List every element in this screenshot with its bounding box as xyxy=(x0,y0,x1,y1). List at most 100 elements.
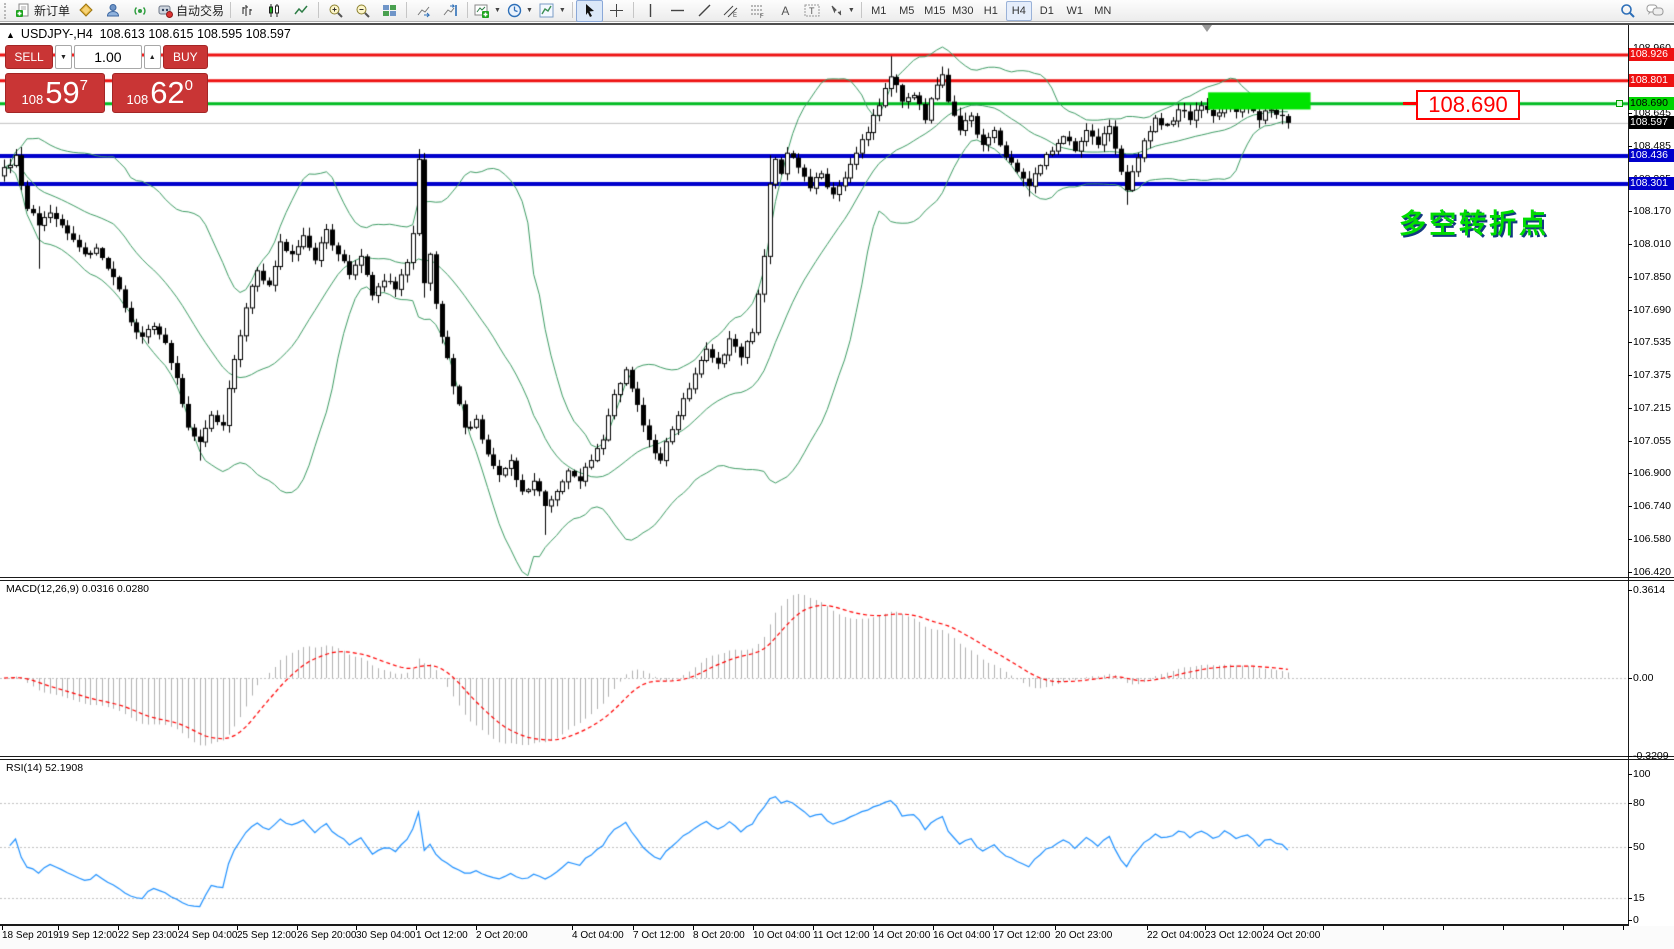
price-tick-label: 107.055 xyxy=(1633,435,1671,447)
auto-trading-button[interactable]: 自动交易 xyxy=(154,0,227,22)
volume-input[interactable] xyxy=(73,45,142,69)
time-tick-mark xyxy=(237,926,238,930)
text-label-button[interactable]: T xyxy=(799,0,826,22)
chat-button[interactable] xyxy=(1641,0,1668,22)
macd-tick-label: 0.00 xyxy=(1633,672,1654,684)
timeframe-m1-button[interactable]: M1 xyxy=(871,4,887,17)
fibonacci-button[interactable]: F xyxy=(745,0,772,22)
zoom-in-button[interactable] xyxy=(322,0,349,22)
timeframe-h4-button[interactable]: H4 xyxy=(1005,0,1032,21)
pane-separator[interactable] xyxy=(0,577,1674,581)
chevron-down-icon: ▼ xyxy=(558,7,566,14)
arrows-button[interactable]: ▼ xyxy=(826,0,858,22)
time-tick-mark xyxy=(1563,926,1564,930)
timeframe-group: M1 M5 M15 M30 H1 H4 D1 W1 MN xyxy=(865,0,1117,21)
target-price-annotation[interactable]: 108.690 xyxy=(1416,90,1520,120)
collapse-arrow-icon[interactable]: ▲ xyxy=(6,30,15,40)
macd-tick-label: -0.3209 xyxy=(1633,750,1669,763)
bar-chart-button[interactable] xyxy=(234,0,261,22)
crosshair-button[interactable] xyxy=(603,0,630,22)
chart-shift-marker[interactable] xyxy=(1202,25,1212,32)
timeframe-mn-button[interactable]: MN xyxy=(1094,4,1112,17)
target-connector xyxy=(1403,102,1416,105)
text-icon: A xyxy=(781,3,790,18)
buy-button[interactable]: BUY xyxy=(162,45,209,69)
chat-icon xyxy=(1646,3,1664,18)
price-tick-label: 108.485 xyxy=(1633,139,1671,152)
time-tick-label: 16 Oct 04:00 xyxy=(933,930,991,941)
channel-icon: E xyxy=(723,3,739,18)
volume-decrease-button[interactable]: ▼ xyxy=(55,45,72,69)
sell-button[interactable]: SELL xyxy=(5,45,54,69)
price-axis-line xyxy=(1628,25,1629,926)
pane-separator[interactable] xyxy=(0,756,1674,760)
metaeditor-button[interactable] xyxy=(73,0,100,22)
toolbar-separator xyxy=(569,1,576,20)
templates-button[interactable]: ▼ xyxy=(536,0,569,22)
auto-scroll-button[interactable] xyxy=(410,0,437,22)
price-tick-mark xyxy=(1628,506,1632,507)
tile-windows-button[interactable] xyxy=(376,0,403,22)
time-axis[interactable]: 18 Sep 2019 19 Sep 12:00 22 Sep 23:00 24 Se… xyxy=(0,926,1674,949)
new-order-button[interactable]: 新订单 xyxy=(13,0,73,22)
cursor-button[interactable] xyxy=(575,0,603,22)
time-tick-mark xyxy=(1323,926,1324,930)
price-tick-label: 106.580 xyxy=(1633,533,1671,545)
time-tick-label: 19 Sep 12:00 xyxy=(58,930,118,941)
ask-prefix: 108 xyxy=(126,92,149,107)
toolbar: 新订单 自动交易 xyxy=(0,0,1674,22)
chart-shift-button[interactable] xyxy=(437,0,464,22)
time-tick-mark xyxy=(753,926,754,930)
price-chart-canvas[interactable] xyxy=(0,25,1628,577)
time-tick-mark xyxy=(178,926,179,930)
rsi-tick-label: 50 xyxy=(1633,841,1645,853)
volume-increase-button[interactable]: ▲ xyxy=(143,45,161,69)
price-tick-mark xyxy=(1628,145,1632,147)
toolbar-grip[interactable] xyxy=(4,2,11,19)
metaeditor-icon xyxy=(79,3,94,18)
hline-handle[interactable] xyxy=(1616,100,1623,107)
line-chart-button[interactable] xyxy=(288,0,315,22)
text-button[interactable]: A xyxy=(772,0,799,22)
new-chart-icon xyxy=(474,3,490,18)
rsi-tick-label: 80 xyxy=(1633,797,1645,810)
signals-button[interactable] xyxy=(127,0,154,22)
equidistant-channel-button[interactable]: E xyxy=(718,0,745,22)
timeframe-d1-button[interactable]: D1 xyxy=(1039,4,1054,17)
search-button[interactable] xyxy=(1614,0,1641,22)
zoom-out-button[interactable] xyxy=(349,0,376,22)
svg-text:T: T xyxy=(809,6,815,16)
time-tick-label: 24 Oct 20:00 xyxy=(1263,930,1321,941)
toolbar-separator xyxy=(403,1,410,20)
auto-trading-label: 自动交易 xyxy=(176,4,225,18)
time-tick-label: 26 Sep 20:00 xyxy=(297,930,357,941)
horizontal-line-button[interactable] xyxy=(664,0,691,22)
chevron-down-icon: ▼ xyxy=(494,7,501,14)
timeframe-m15-button[interactable]: M15 xyxy=(924,4,946,17)
candlestick-chart-button[interactable] xyxy=(261,0,288,22)
ask-quote-button[interactable]: 108 62 0 xyxy=(111,73,208,113)
timeframe-m30-button[interactable]: M30 xyxy=(952,4,974,17)
new-chart-button[interactable]: ▼ xyxy=(471,0,504,22)
turning-point-annotation[interactable]: 多空转折点 xyxy=(1399,209,1549,239)
periods-button[interactable]: ▼ xyxy=(504,0,536,22)
time-tick-label: 14 Oct 20:00 xyxy=(873,930,931,941)
bid-quote-button[interactable]: 108 59 7 xyxy=(5,73,105,113)
timeframe-m5-button[interactable]: M5 xyxy=(899,4,915,17)
price-tick-mark xyxy=(1628,408,1632,409)
macd-tick-label: 0.3614 xyxy=(1633,583,1666,596)
vertical-line-button[interactable] xyxy=(637,0,664,22)
rsi-tick-label: 100 xyxy=(1633,768,1651,780)
community-button[interactable] xyxy=(100,0,127,22)
rsi-pane-canvas[interactable] xyxy=(0,760,1628,924)
trendline-button[interactable] xyxy=(691,0,718,22)
timeframe-w1-button[interactable]: W1 xyxy=(1066,4,1084,17)
time-tick-label: 22 Sep 23:00 xyxy=(118,930,178,941)
time-tick-mark xyxy=(297,926,298,930)
macd-pane-canvas[interactable] xyxy=(0,581,1628,756)
rsi-tick-mark xyxy=(1628,920,1632,921)
timeframe-h1-button[interactable]: H1 xyxy=(983,4,998,17)
ask-price: 62 xyxy=(150,75,185,110)
time-tick-mark xyxy=(993,926,994,930)
rsi-tick-mark xyxy=(1628,847,1632,848)
